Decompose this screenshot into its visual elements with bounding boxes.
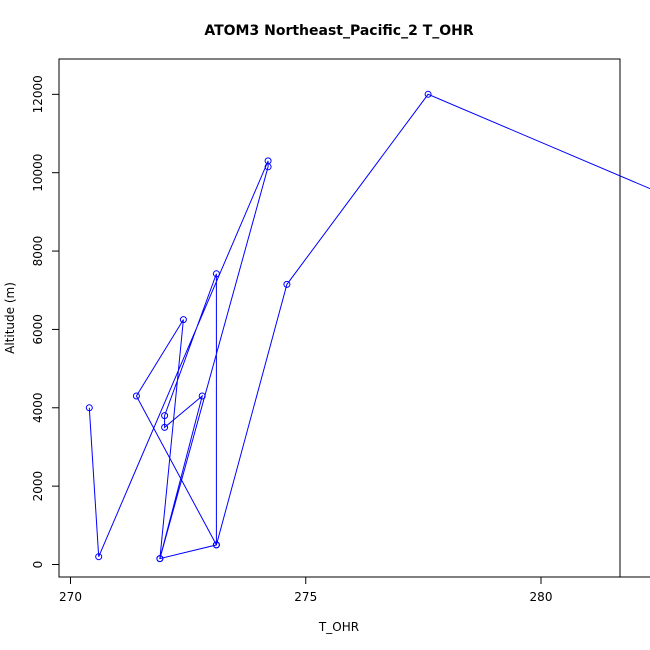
y-tick-label: 6000 [31,314,45,345]
data-point [198,392,206,400]
y-tick-label: 8000 [31,236,45,267]
data-point [132,392,140,400]
y-tick-label: 4000 [31,393,45,424]
series-group [85,90,650,563]
x-tick-label: 270 [59,590,82,604]
data-point [212,541,220,549]
data-point [424,90,432,98]
x-axis: 270275280285290 [59,576,650,604]
y-tick-label: 2000 [31,471,45,502]
chart-title: ATOM3 Northeast_Pacific_2 T_OHR [204,23,474,39]
data-point [156,555,164,563]
y-axis: 0 2000 4000 6000 8000 10000 12000 [31,75,60,569]
data-point [161,412,169,420]
data-point [95,553,103,561]
y-tick-label: 12000 [31,75,45,113]
data-point [161,423,169,431]
data-point [264,163,272,171]
x-tick-label: 280 [530,590,553,604]
y-tick-label: 10000 [31,154,45,192]
plot-frame [58,58,621,578]
data-point [212,270,220,278]
data-point [179,316,187,324]
data-point [283,280,291,288]
x-tick-label: 275 [294,590,317,604]
data-point [85,404,93,412]
x-axis-label: T_OHR [318,620,359,634]
y-tick-label: 0 [31,561,45,569]
series-line [88,93,650,560]
y-axis-label: Altitude (m) [3,282,17,354]
